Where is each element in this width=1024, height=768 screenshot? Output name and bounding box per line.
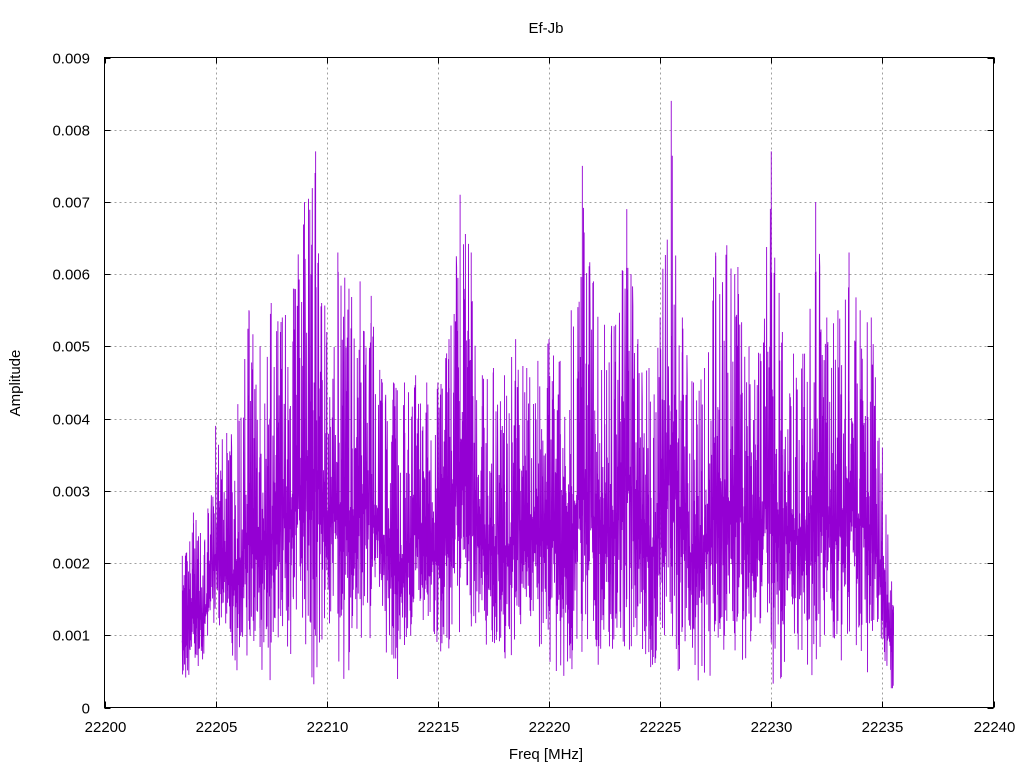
y-tick-label: 0.005 xyxy=(52,339,90,356)
chart-title: Ef-Jb xyxy=(528,20,563,37)
y-tick-label: 0.006 xyxy=(52,267,90,284)
x-tick-label: 22230 xyxy=(751,719,793,736)
y-axis-label: Amplitude xyxy=(7,350,24,417)
x-tick-label: 22225 xyxy=(640,719,682,736)
x-tick-label: 22215 xyxy=(418,719,460,736)
y-tick-label: 0.009 xyxy=(52,51,90,68)
y-tick-label: 0 xyxy=(82,701,90,718)
x-tick-label: 22200 xyxy=(85,719,127,736)
tick-labels: 22200 22205 22210 22215 22220 22225 22230 22235… xyxy=(52,51,1015,737)
y-tick-label: 0.001 xyxy=(52,628,90,645)
y-tick-label: 0.002 xyxy=(52,556,90,573)
axis-ticks xyxy=(104,57,995,709)
x-tick-label: 22220 xyxy=(529,719,571,736)
y-tick-label: 0.004 xyxy=(52,412,90,429)
x-tick-label: 22240 xyxy=(974,719,1016,736)
series-amplitude xyxy=(181,100,894,689)
y-tick-label: 0.007 xyxy=(52,195,90,212)
y-tick-label: 0.003 xyxy=(52,484,90,501)
x-tick-label: 22235 xyxy=(862,719,904,736)
x-tick-label: 22210 xyxy=(307,719,349,736)
y-tick-label: 0.008 xyxy=(52,123,90,140)
x-axis-label: Freq [MHz] xyxy=(509,746,583,763)
x-tick-label: 22205 xyxy=(196,719,238,736)
